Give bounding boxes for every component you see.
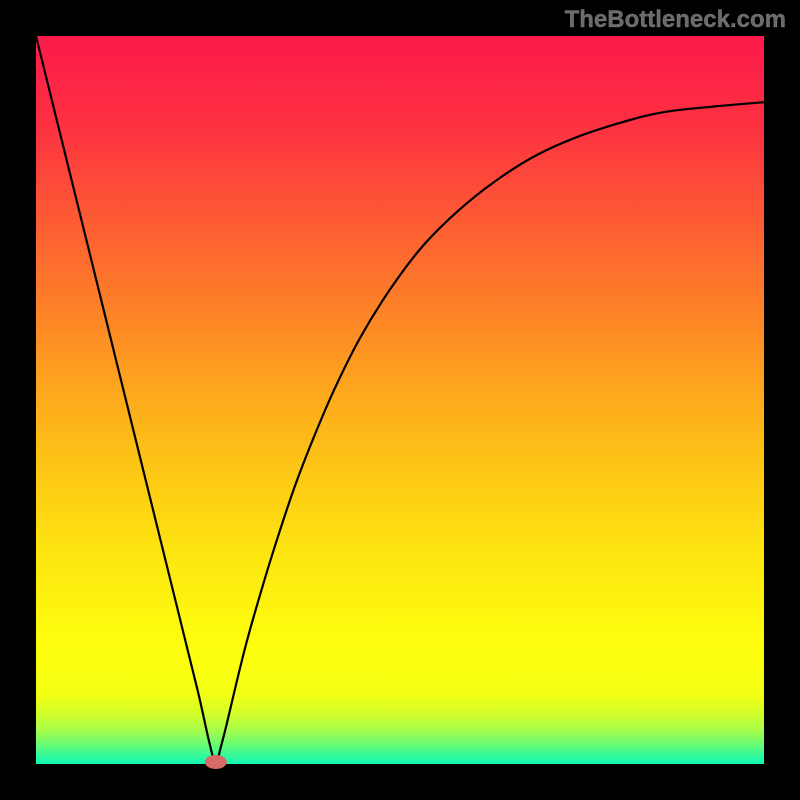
bottleneck-chart: [0, 0, 800, 800]
chart-root: TheBottleneck.com: [0, 0, 800, 800]
gradient-background: [36, 36, 764, 764]
minimum-marker: [205, 755, 227, 769]
watermark-text: TheBottleneck.com: [565, 6, 786, 34]
